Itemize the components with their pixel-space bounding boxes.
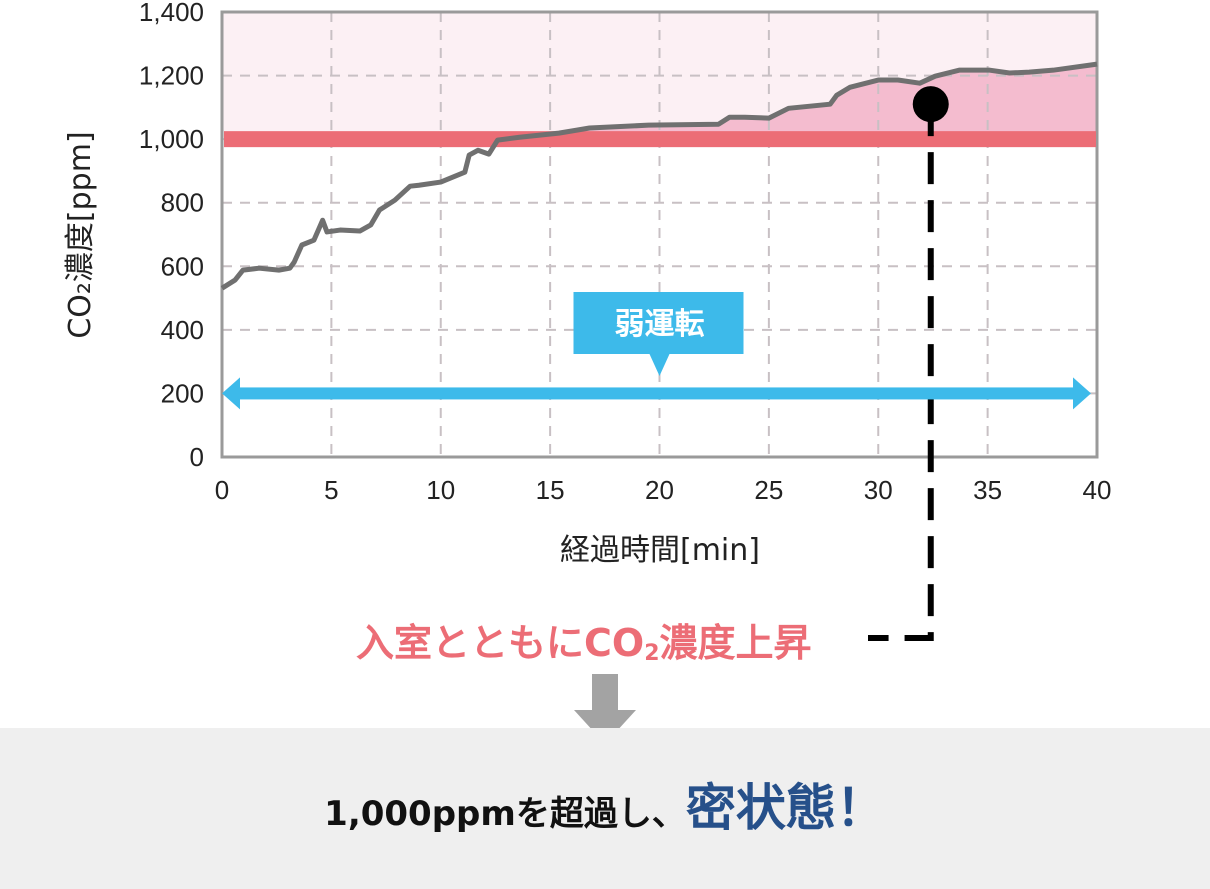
range-label-pointer [649, 354, 670, 376]
x-tick-label: 30 [864, 475, 893, 505]
axis-ticks: 0 5 10 15 20 25 30 35 4002004006008001,0001,2001… [139, 0, 1112, 505]
annotation-layer: 弱運転 [222, 292, 1091, 410]
x-tick-label: 15 [536, 475, 565, 505]
threshold-band [224, 131, 1096, 148]
co2-series-line [220, 61, 1098, 291]
y-tick-label: 600 [161, 251, 204, 281]
leader-line [868, 104, 934, 641]
range-arrow-right-head [1073, 377, 1091, 410]
plot-frame [220, 10, 1099, 459]
co2-chart: 弱運転 0 5 10 15 20 25 30 35 4002004006008001,0001,… [63, 0, 1112, 641]
co2-rise-callout: 入室とともにCO2濃度上昇 [300, 612, 900, 667]
y-tick-label: 200 [161, 378, 204, 408]
x-tick-label: 40 [1083, 475, 1112, 505]
conclusion-text: 1,000ppmを超過し、密状態！ [0, 768, 1210, 840]
y-tick-label: 0 [190, 442, 204, 472]
range-arrow-left-head [222, 377, 240, 410]
conclusion-lead: 1,000ppmを超過し、 [324, 794, 686, 834]
range-arrow-shaft [236, 387, 1083, 400]
x-axis-title: 経過時間[min] [560, 533, 760, 568]
y-tick-label: 800 [161, 188, 204, 218]
y-tick-label: 1,400 [139, 0, 204, 27]
x-tick-label: 20 [645, 475, 674, 505]
y-axis-title: CO₂濃度[ppm] [63, 131, 98, 338]
callout-text: 入室とともにCO [356, 621, 645, 665]
y-tick-label: 1,200 [139, 61, 204, 91]
threshold-layer [224, 131, 1096, 148]
conclusion-band [0, 728, 1210, 889]
y-tick-label: 400 [161, 315, 204, 345]
x-tick-label: 35 [973, 475, 1002, 505]
conclusion-emphasis: 密状態！ [685, 779, 886, 837]
down-arrow-icon [574, 674, 636, 744]
marker-dot [912, 86, 949, 123]
x-tick-label: 10 [426, 475, 455, 505]
x-tick-label: 25 [754, 475, 783, 505]
callout-subscript: 2 [644, 641, 660, 666]
callout-text-end: 濃度上昇 [659, 621, 812, 665]
y-tick-label: 1,000 [139, 124, 204, 154]
series-layer [220, 61, 1098, 641]
x-tick-label: 5 [324, 475, 338, 505]
range-label-box [573, 292, 744, 354]
x-tick-label: 0 [215, 475, 229, 505]
range-annotation-label: 弱運転 [615, 307, 705, 342]
